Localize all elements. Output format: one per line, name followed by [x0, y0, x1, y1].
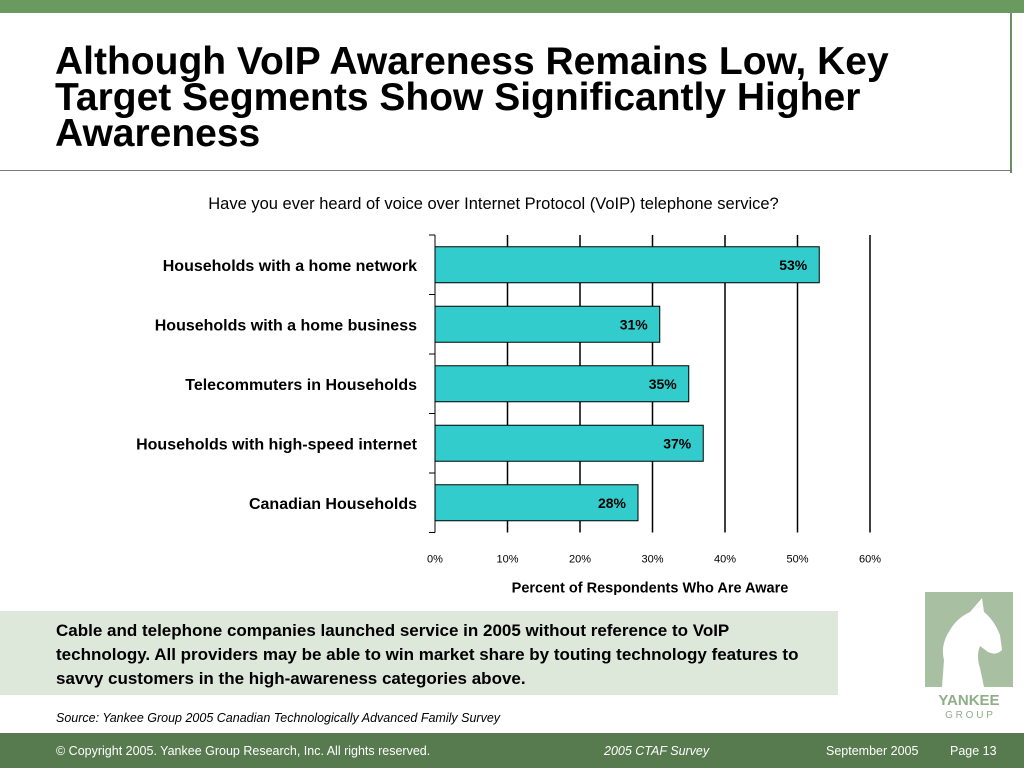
data-label: 31%: [620, 316, 649, 332]
survey-question: Have you ever heard of voice over Intern…: [208, 195, 779, 213]
data-label: 28%: [598, 495, 627, 511]
page-title: Although VoIP Awareness Remains Low, Key…: [55, 40, 889, 155]
title-divider: [0, 170, 1012, 171]
x-tick-label: 40%: [714, 554, 736, 566]
awareness-bar-chart: 0% 10% 20% 30% 40% 50% 60% Percent of Responden…: [136, 234, 881, 596]
x-tick-label: 10%: [496, 554, 518, 566]
source-note: Source: Yankee Group 2005 Canadian Techn…: [56, 711, 501, 725]
category-label: Households with high-speed internet: [136, 436, 418, 453]
knight-icon: [942, 598, 1002, 687]
logo-word-yankee: YANKEE: [938, 692, 999, 709]
category-label: Households with a home network: [163, 258, 417, 275]
x-axis-title: Percent of Respondents Who Are Aware: [512, 581, 789, 596]
category-label: Canadian Households: [249, 496, 417, 513]
data-label: 35%: [649, 376, 678, 392]
bar: [434, 305, 661, 343]
top-accent-bar: [0, 0, 1024, 13]
footer-bar: © Copyright 2005. Yankee Group Research,…: [0, 733, 1024, 768]
category-label: Telecommuters in Households: [185, 377, 417, 394]
x-tick-label: 20%: [569, 554, 591, 566]
x-tick-label: 60%: [859, 554, 881, 566]
callout-text: Cable and telephone companies launched s…: [56, 621, 799, 688]
data-label: 37%: [663, 435, 692, 451]
bar: [434, 424, 704, 462]
x-tick-label: 30%: [641, 554, 663, 566]
category-label: Households with a home business: [155, 317, 417, 334]
footer-copyright: © Copyright 2005. Yankee Group Research,…: [56, 744, 431, 758]
bar: [434, 365, 690, 403]
footer-page-number: Page 13: [950, 744, 997, 758]
x-tick-label: 50%: [786, 554, 808, 566]
callout-box: Cable and telephone companies launched s…: [0, 611, 838, 695]
side-rule: [1010, 13, 1012, 173]
yankee-group-logo: YANKEE G R O U P: [925, 592, 1013, 720]
data-label: 53%: [779, 257, 808, 273]
bar: [434, 246, 820, 284]
bar: [434, 484, 639, 522]
footer-survey-name: 2005 CTAF Survey: [604, 744, 710, 758]
footer-date: September 2005: [826, 744, 919, 758]
x-tick-label: 0%: [427, 554, 443, 566]
logo-word-group: G R O U P: [945, 710, 993, 720]
